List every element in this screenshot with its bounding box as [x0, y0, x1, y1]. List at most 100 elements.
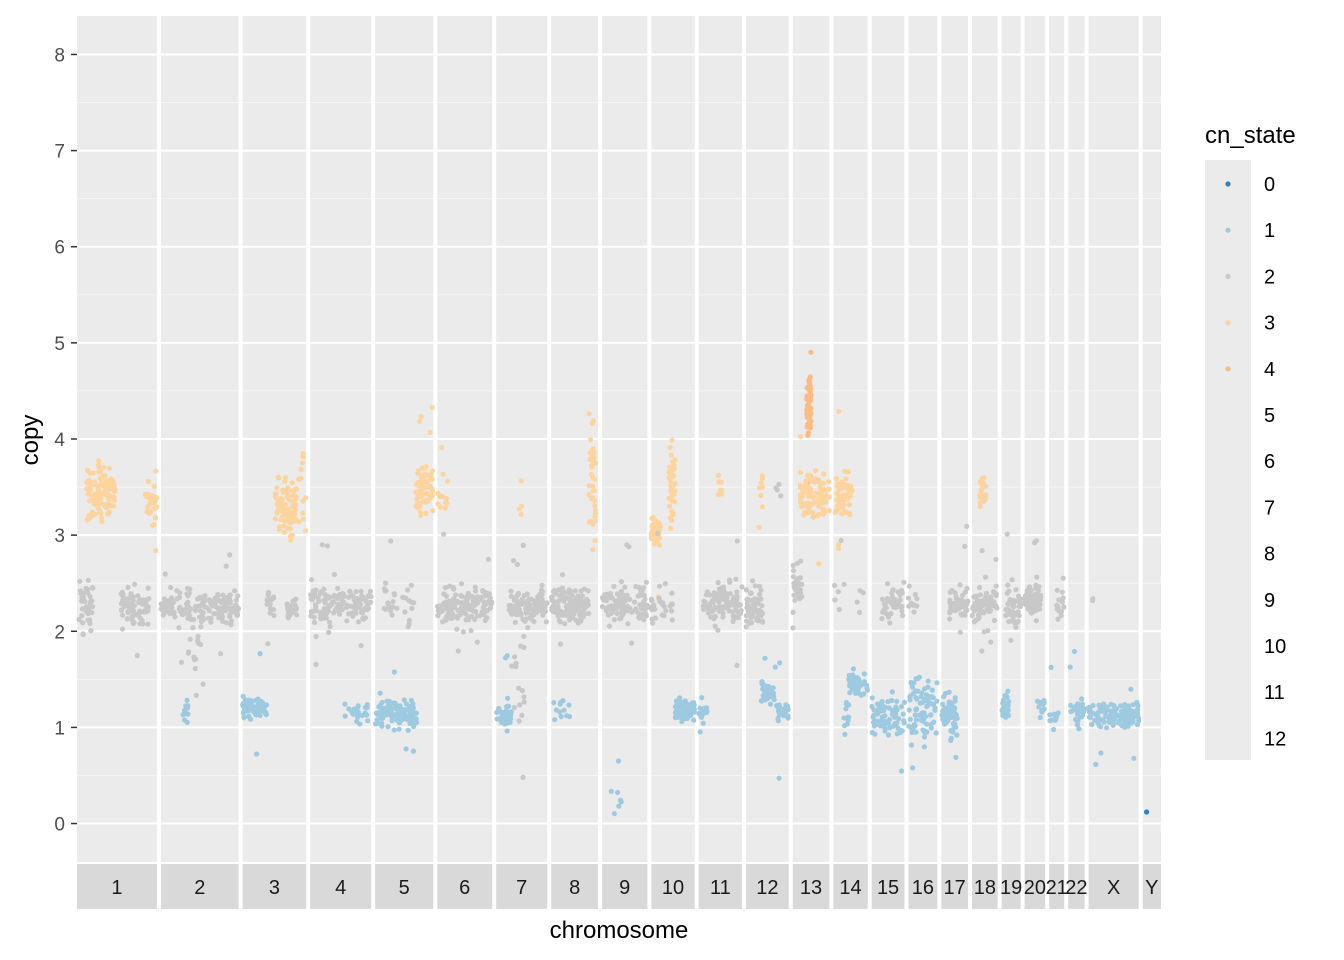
data-point	[111, 481, 117, 488]
data-point	[1058, 608, 1065, 614]
data-point	[699, 695, 705, 701]
strip-background	[792, 864, 830, 909]
facet-1: 1	[76, 16, 160, 909]
strip-label: 16	[912, 877, 934, 899]
data-point	[503, 708, 509, 714]
data-point	[611, 811, 618, 817]
data-point	[520, 542, 526, 549]
data-point	[772, 664, 778, 670]
data-point	[667, 603, 673, 609]
data-point	[648, 531, 655, 537]
data-point	[300, 510, 306, 516]
data-point	[557, 701, 563, 707]
data-point	[200, 681, 206, 687]
data-point	[704, 589, 711, 595]
data-point	[200, 610, 206, 616]
strip-background	[375, 864, 434, 909]
legend-label: 9	[1264, 590, 1275, 612]
data-point	[242, 714, 248, 720]
data-point	[846, 676, 852, 683]
data-point	[410, 715, 416, 721]
data-point	[419, 480, 425, 486]
facet-15: 15	[869, 16, 908, 909]
data-point	[976, 584, 983, 591]
data-point	[843, 476, 849, 482]
data-point	[366, 593, 372, 600]
data-point	[523, 608, 529, 614]
data-point	[79, 613, 85, 619]
data-point	[458, 600, 464, 606]
data-point	[88, 628, 94, 634]
data-point	[943, 690, 949, 696]
data-point	[283, 475, 289, 481]
data-point	[1005, 707, 1011, 713]
data-point	[228, 607, 234, 613]
data-point	[405, 587, 411, 593]
strip-background	[908, 864, 938, 909]
legend-label: 4	[1264, 359, 1275, 381]
data-point	[192, 607, 199, 614]
data-point	[624, 603, 631, 609]
data-point	[294, 612, 300, 618]
data-point	[587, 519, 594, 525]
data-point	[629, 609, 635, 615]
data-point	[96, 469, 102, 475]
data-point	[1128, 686, 1134, 692]
y-tick-label: 2	[54, 622, 65, 643]
data-point	[516, 718, 522, 724]
data-point	[351, 595, 357, 601]
data-point	[687, 706, 694, 713]
data-point	[89, 510, 95, 516]
data-point	[702, 605, 708, 611]
data-point	[129, 614, 135, 620]
data-point	[799, 581, 805, 588]
data-point	[549, 597, 555, 603]
data-point	[991, 599, 997, 605]
data-point	[744, 601, 750, 607]
data-point	[988, 639, 994, 645]
data-point	[385, 724, 391, 730]
data-point	[928, 700, 934, 707]
data-point	[389, 612, 395, 618]
data-point	[389, 705, 395, 712]
facet-21: 21	[1046, 16, 1068, 909]
data-point	[987, 597, 993, 603]
strip-label: 10	[662, 877, 684, 899]
data-point	[346, 611, 352, 617]
facet-22: 22	[1065, 16, 1088, 909]
data-point	[261, 708, 267, 714]
data-point	[310, 588, 316, 594]
data-point	[754, 617, 760, 623]
data-point	[952, 724, 958, 730]
data-point	[669, 517, 675, 523]
data-point	[220, 592, 226, 598]
strip-background	[160, 864, 239, 909]
data-point	[280, 487, 286, 493]
data-point	[833, 475, 840, 482]
data-point	[776, 775, 782, 781]
data-point	[446, 606, 452, 613]
points-6	[434, 445, 495, 654]
data-point	[839, 483, 845, 489]
data-point	[948, 706, 954, 712]
data-point	[457, 612, 463, 618]
data-point	[356, 619, 362, 625]
data-point	[700, 711, 706, 717]
data-point	[346, 706, 352, 712]
data-point	[515, 590, 522, 597]
data-point	[887, 725, 893, 731]
data-point	[907, 716, 913, 722]
data-point	[1055, 616, 1061, 622]
data-point	[531, 618, 537, 625]
strip-label: X	[1107, 877, 1120, 899]
data-point	[715, 627, 721, 633]
data-point	[442, 505, 448, 511]
data-point	[589, 454, 595, 460]
data-point	[90, 585, 96, 591]
data-point	[677, 695, 683, 701]
data-point	[422, 471, 428, 477]
data-point	[775, 715, 781, 722]
data-point	[1075, 701, 1081, 707]
data-point	[1093, 761, 1099, 768]
data-point	[1136, 718, 1142, 724]
